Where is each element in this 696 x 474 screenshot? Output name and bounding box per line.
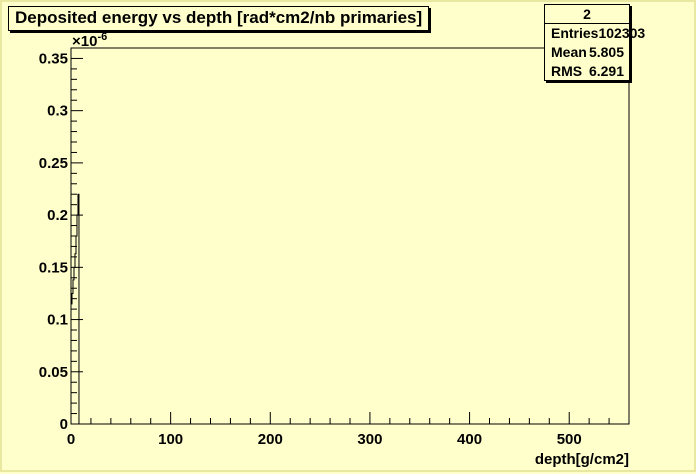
histogram-line <box>70 193 80 425</box>
y-tick-label: 0.1 <box>47 312 68 329</box>
y-exponent-label: ×10-6 <box>72 31 107 50</box>
plot-frame <box>70 47 630 425</box>
stats-value: 102303 <box>598 25 646 41</box>
histogram-series <box>70 193 80 425</box>
chart-title: Deposited energy vs depth [rad*cm2/nb pr… <box>8 6 430 31</box>
y-tick-label: 0.05 <box>39 364 68 381</box>
y-tick-label: 0.2 <box>47 207 68 224</box>
x-tick-label: 200 <box>258 431 283 448</box>
stats-box: 2 Entries 102303 Mean 5.805 RMS 6.291 <box>544 4 645 81</box>
y-tick-label: 0.25 <box>39 155 68 172</box>
stats-value: 5.805 <box>588 44 624 60</box>
stats-label: Mean <box>551 44 587 60</box>
y-axis: 0 0.05 0.1 0.15 0.2 0.25 0.3 0.35 <box>39 47 83 433</box>
x-tick-label: 0 <box>67 431 75 448</box>
stats-value: 6.291 <box>588 63 624 79</box>
x-tick-label: 500 <box>557 431 582 448</box>
stats-row-entries: Entries 102303 <box>545 24 645 43</box>
y-tick-label: 0 <box>60 416 68 433</box>
stats-histogram-name: 2 <box>545 5 629 24</box>
x-tick-label: 300 <box>357 431 382 448</box>
y-tick-label: 0.15 <box>39 259 68 276</box>
x-axis: 0 100 200 300 400 500 <box>67 412 630 448</box>
x-axis-title: depth[g/cm2] <box>535 451 629 468</box>
stats-label: Entries <box>551 25 599 41</box>
x-tick-label: 400 <box>457 431 482 448</box>
stats-row-mean: Mean 5.805 <box>545 43 629 62</box>
stats-row-rms: RMS 6.291 <box>545 62 629 81</box>
stats-label: RMS <box>551 63 583 79</box>
y-tick-label: 0.35 <box>39 50 68 67</box>
y-tick-label: 0.3 <box>47 103 68 120</box>
x-tick-label: 100 <box>158 431 183 448</box>
